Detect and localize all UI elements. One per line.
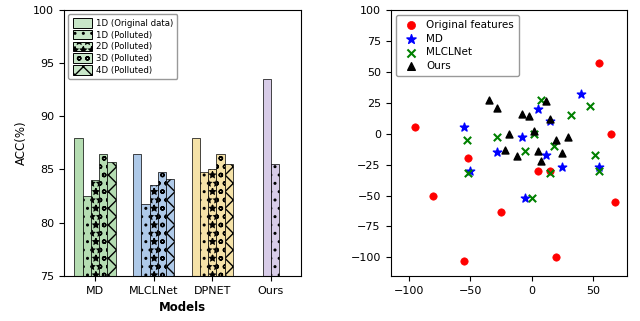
MLCLNet [586, 104, 596, 109]
Bar [225, 164, 233, 276]
Bar [150, 186, 158, 276]
Ours [557, 151, 567, 156]
MLCLNet [492, 135, 502, 140]
MD [516, 135, 527, 140]
Original features [496, 209, 506, 214]
X-axis label: Models: Models [159, 301, 206, 314]
MD [465, 168, 476, 173]
MLCLNet [566, 112, 576, 117]
Ours [499, 147, 509, 152]
MLCLNet [545, 171, 555, 176]
Bar [262, 79, 271, 276]
Bar [91, 180, 99, 276]
MLCLNet [529, 131, 539, 136]
Original features [532, 168, 543, 173]
MLCLNet [594, 168, 604, 173]
Bar [158, 172, 166, 276]
MD [594, 164, 604, 169]
Ours [529, 128, 539, 134]
Bar [191, 137, 200, 276]
Legend: Original features, MD, MLCLNet, Ours: Original features, MD, MLCLNet, Ours [396, 15, 519, 76]
Ours [492, 105, 502, 110]
Ours [512, 153, 522, 159]
Original features [551, 255, 561, 260]
MD [532, 106, 543, 111]
Ours [545, 116, 555, 121]
Ours [563, 135, 573, 140]
Ours [524, 114, 534, 119]
MD [541, 152, 552, 157]
Ours [484, 98, 494, 103]
Original features [545, 168, 555, 173]
Bar [99, 153, 108, 276]
MD [545, 118, 555, 124]
Bar [200, 172, 208, 276]
Bar [108, 162, 116, 276]
Ours [536, 158, 547, 163]
Original features [606, 131, 616, 136]
Original features [463, 156, 473, 161]
Original features [594, 60, 604, 65]
Bar [74, 137, 83, 276]
MLCLNet [461, 137, 472, 142]
MD [492, 150, 502, 155]
MLCLNet [548, 143, 559, 149]
Ours [541, 99, 552, 104]
MLCLNet [590, 152, 600, 157]
Original features [410, 125, 420, 130]
Legend: 1D (Original data), 1D (Polluted), 2D (Polluted), 3D (Polluted), 4D (Polluted): 1D (Original data), 1D (Polluted), 2D (P… [68, 14, 177, 79]
MLCLNet [463, 171, 473, 176]
Original features [428, 193, 438, 198]
MLCLNet [536, 98, 547, 103]
Bar [166, 179, 174, 276]
Bar [83, 196, 91, 276]
Y-axis label: ACC(%): ACC(%) [15, 120, 28, 165]
MD [575, 91, 586, 97]
MD [557, 164, 567, 169]
Ours [532, 148, 543, 153]
MLCLNet [527, 195, 537, 201]
Ours [551, 137, 561, 142]
Bar [208, 169, 216, 276]
Ours [516, 111, 527, 116]
Bar [141, 204, 150, 276]
Bar [216, 153, 225, 276]
MD [459, 125, 469, 130]
Bar [271, 164, 279, 276]
Original features [459, 259, 469, 264]
MD [520, 195, 531, 201]
MLCLNet [520, 148, 531, 153]
Original features [610, 199, 620, 204]
Ours [504, 131, 515, 136]
Bar [133, 153, 141, 276]
